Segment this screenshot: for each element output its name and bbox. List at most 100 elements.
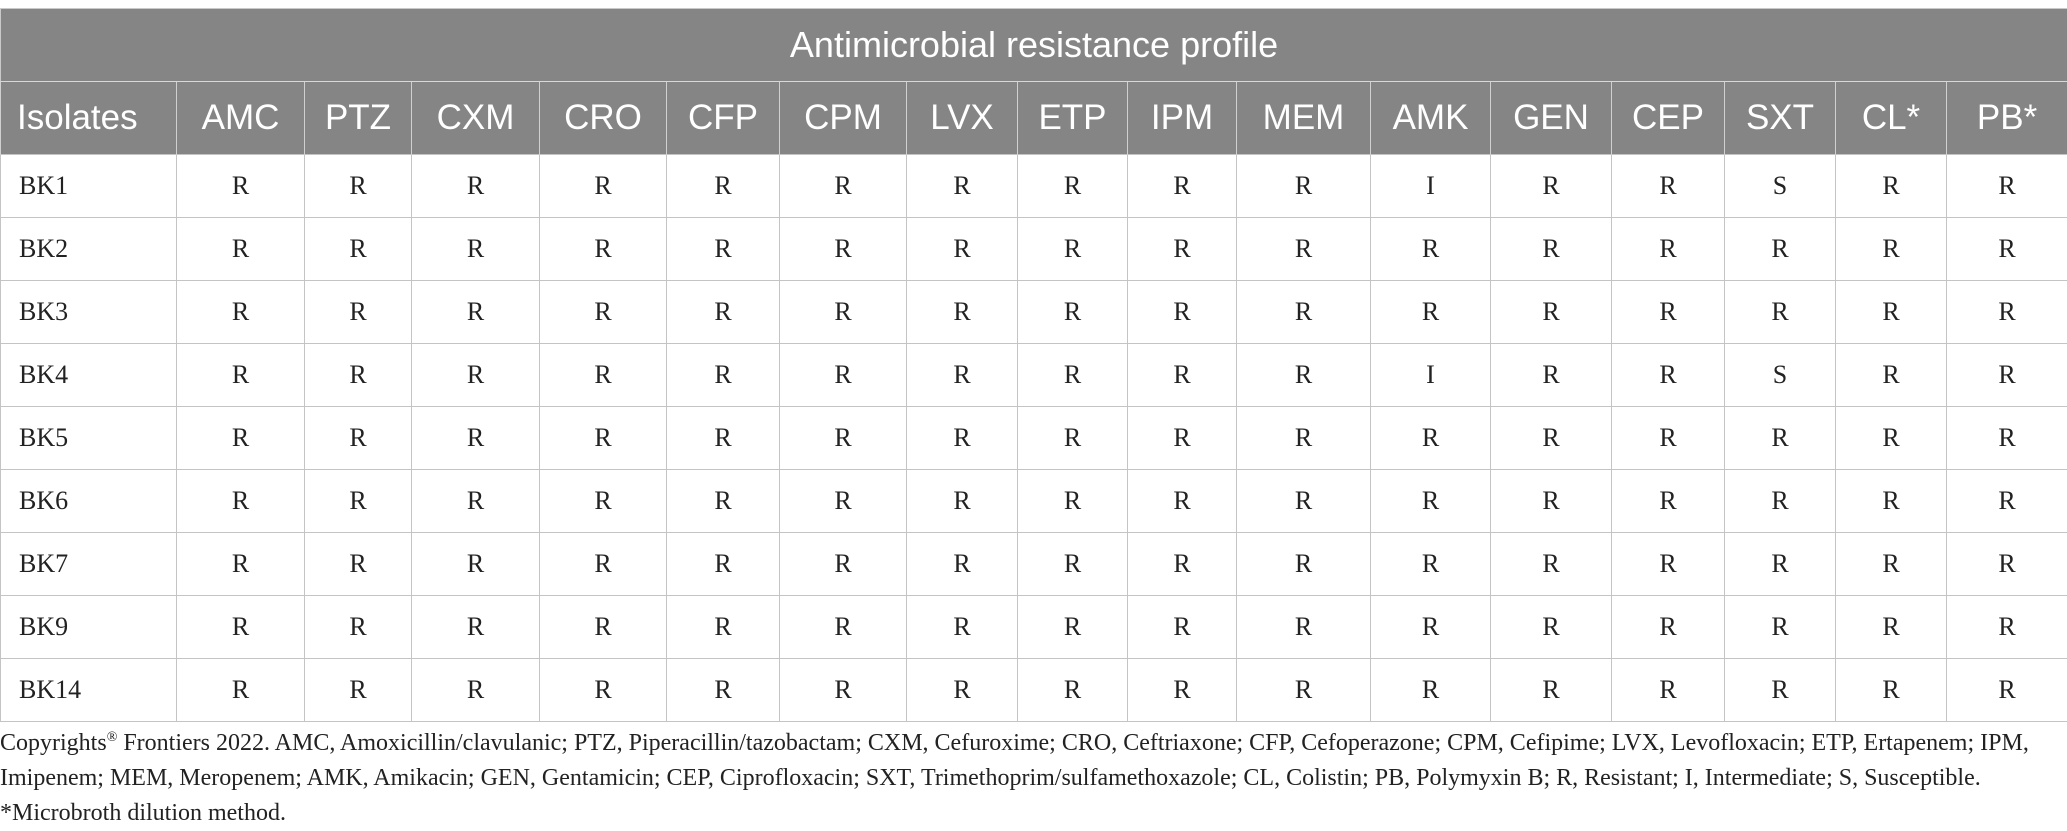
result-cell: R [304, 280, 412, 344]
table-row: BK1 R R R R R R R R R R I R R S R R [0, 154, 2067, 218]
result-cell: R [1017, 217, 1128, 281]
result-cell: R [1127, 595, 1237, 659]
result-cell: R [539, 343, 667, 407]
result-cell: R [304, 343, 412, 407]
header-isolates: Isolates [0, 81, 177, 155]
result-cell: R [1611, 280, 1725, 344]
result-cell: R [1945, 658, 2067, 722]
result-cell: R [1724, 658, 1836, 722]
result-cell: R [666, 532, 780, 596]
isolate-cell: BK7 [0, 532, 177, 596]
result-cell: R [1370, 217, 1491, 281]
result-cell: R [1945, 217, 2067, 281]
result-cell: R [1724, 406, 1836, 470]
header-ipm: IPM [1127, 81, 1237, 155]
table-row: BK3 R R R R R R R R R R R R R R R R [0, 280, 2067, 344]
result-cell: R [1127, 532, 1237, 596]
result-cell: R [539, 406, 667, 470]
result-cell: R [779, 217, 907, 281]
result-cell: R [1490, 217, 1612, 281]
result-cell: R [906, 595, 1018, 659]
result-cell: R [1835, 469, 1947, 533]
result-cell: R [1236, 595, 1371, 659]
footnote-prefix: Copyrights [0, 730, 107, 756]
result-cell: R [411, 154, 540, 218]
result-cell: R [304, 658, 412, 722]
result-cell: R [1236, 280, 1371, 344]
result-cell: R [411, 217, 540, 281]
table-row: BK6 R R R R R R R R R R R R R R R R [0, 469, 2067, 533]
result-cell: R [1370, 280, 1491, 344]
result-cell: R [1835, 658, 1947, 722]
header-cep: CEP [1611, 81, 1725, 155]
isolate-cell: BK9 [0, 595, 177, 659]
result-cell: R [1236, 532, 1371, 596]
result-cell: R [1370, 595, 1491, 659]
result-cell: R [779, 532, 907, 596]
result-cell: R [1945, 595, 2067, 659]
result-cell: I [1370, 154, 1491, 218]
result-cell: R [1945, 154, 2067, 218]
result-cell: R [779, 154, 907, 218]
result-cell: R [304, 469, 412, 533]
table-row: BK14 R R R R R R R R R R R R R R R R [0, 658, 2067, 722]
result-cell: R [906, 469, 1018, 533]
result-cell: R [176, 658, 305, 722]
result-cell: R [1236, 406, 1371, 470]
result-cell: R [1945, 343, 2067, 407]
result-cell: R [1017, 406, 1128, 470]
result-cell: R [906, 532, 1018, 596]
result-cell: R [1724, 595, 1836, 659]
result-cell: R [1835, 595, 1947, 659]
result-cell: R [1017, 469, 1128, 533]
result-cell: R [176, 406, 305, 470]
result-cell: R [1835, 406, 1947, 470]
result-cell: R [906, 406, 1018, 470]
result-cell: R [779, 343, 907, 407]
result-cell: R [1490, 469, 1612, 533]
header-etp: ETP [1017, 81, 1128, 155]
header-amc: AMC [176, 81, 305, 155]
result-cell: R [1127, 469, 1237, 533]
header-amk: AMK [1370, 81, 1491, 155]
result-cell: R [1017, 532, 1128, 596]
result-cell: R [1236, 469, 1371, 533]
result-cell: R [411, 532, 540, 596]
result-cell: R [1724, 217, 1836, 281]
result-cell: R [176, 343, 305, 407]
result-cell: R [1017, 595, 1128, 659]
resistance-table: Antimicrobial resistance profile Isolate… [0, 8, 2067, 722]
result-cell: R [539, 658, 667, 722]
result-cell: R [906, 343, 1018, 407]
table-body: BK1 R R R R R R R R R R I R R S R R BK2 R R R R R R R R R R R R R R R R BK… [0, 154, 2067, 722]
result-cell: R [304, 595, 412, 659]
result-cell: R [1945, 406, 2067, 470]
result-cell: R [1724, 532, 1836, 596]
result-cell: R [1236, 658, 1371, 722]
result-cell: R [1236, 217, 1371, 281]
result-cell: R [1370, 658, 1491, 722]
result-cell: I [1370, 343, 1491, 407]
header-mem: MEM [1236, 81, 1371, 155]
result-cell: R [539, 154, 667, 218]
result-cell: R [1611, 406, 1725, 470]
table-row: BK7 R R R R R R R R R R R R R R R R [0, 532, 2067, 596]
result-cell: R [1017, 658, 1128, 722]
result-cell: R [1945, 469, 2067, 533]
result-cell: R [304, 532, 412, 596]
result-cell: R [411, 343, 540, 407]
result-cell: R [176, 280, 305, 344]
header-lvx: LVX [906, 81, 1018, 155]
result-cell: R [1611, 217, 1725, 281]
result-cell: R [666, 280, 780, 344]
result-cell: R [1945, 280, 2067, 344]
result-cell: R [779, 280, 907, 344]
result-cell: R [1017, 154, 1128, 218]
result-cell: R [1611, 343, 1725, 407]
table-banner-row: Antimicrobial resistance profile [0, 8, 2067, 82]
result-cell: R [1724, 469, 1836, 533]
result-cell: R [1236, 154, 1371, 218]
result-cell: R [1490, 532, 1612, 596]
result-cell: R [411, 595, 540, 659]
footnote-text: Frontiers 2022. AMC, Amoxicillin/clavula… [0, 730, 2029, 826]
